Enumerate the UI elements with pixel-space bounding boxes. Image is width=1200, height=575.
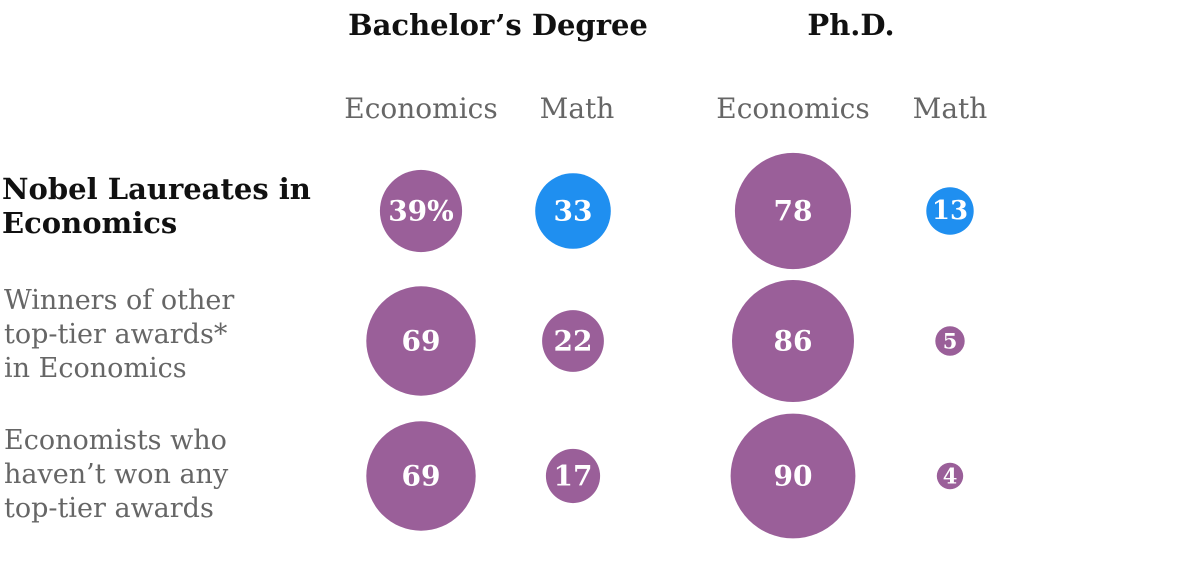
bubble-label-r1-c2: 86: [774, 325, 813, 358]
bubble-r0-c0: [379, 169, 463, 253]
bubble-label-r2-c3: 4: [943, 464, 958, 489]
bubble-label-r0-c1: 33: [554, 195, 593, 228]
bubble-r0-c2: [734, 152, 852, 270]
bubble-r0-c1: [535, 173, 611, 249]
row-label-line: top-tier awards*: [4, 319, 228, 350]
bubble-label-r1-c3: 5: [943, 329, 958, 354]
bubble-r2-c2: [730, 413, 856, 539]
group-header-bachelors: Bachelor’s Degree: [348, 8, 648, 42]
column-header-bachelors-math: Math: [539, 92, 615, 125]
bubble-label-r0-c2: 78: [774, 195, 813, 228]
column-header-phd-math: Math: [912, 92, 988, 125]
bubble-r1-c1: [542, 310, 604, 372]
bubble-label-r1-c1: 22: [554, 325, 593, 358]
row-label-other-awards: Winners of other top-tier awards* in Eco…: [4, 284, 234, 386]
column-header-phd-economics: Economics: [716, 92, 870, 125]
bubble-label-r0-c0: 39%: [388, 195, 454, 228]
row-label-line: top-tier awards: [4, 493, 214, 524]
bubble-r0-c3: [926, 187, 974, 235]
bubble-r2-c1: [545, 448, 601, 504]
bubble-label-r2-c0: 69: [402, 460, 441, 493]
bubble-label-r1-c0: 69: [402, 325, 441, 358]
row-label-line: Economists who: [4, 425, 227, 456]
bubble-label-r2-c1: 17: [554, 460, 593, 493]
column-header-bachelors-economics: Economics: [344, 92, 498, 125]
row-label-line: haven’t won any: [4, 459, 229, 490]
bubble-label-r2-c2: 90: [774, 460, 813, 493]
bubble-r1-c2: [732, 280, 854, 402]
row-label-line: Winners of other: [4, 285, 235, 316]
group-header-phd: Ph.D.: [807, 8, 895, 42]
bubble-r1-c0: [366, 286, 476, 396]
row-label-nobel: Nobel Laureates in Economics: [2, 172, 311, 240]
bubble-label-r0-c3: 13: [932, 196, 968, 226]
row-label-line: in Economics: [4, 353, 187, 384]
bubble-r2-c0: [366, 421, 476, 531]
row-label-no-awards: Economists who haven’t won any top-tier …: [4, 424, 228, 526]
bubble-r1-c3: [935, 326, 965, 356]
row-label-line: Nobel Laureates in: [2, 172, 311, 206]
row-label-line: Economics: [2, 206, 178, 240]
bubble-r2-c3: [936, 462, 964, 490]
